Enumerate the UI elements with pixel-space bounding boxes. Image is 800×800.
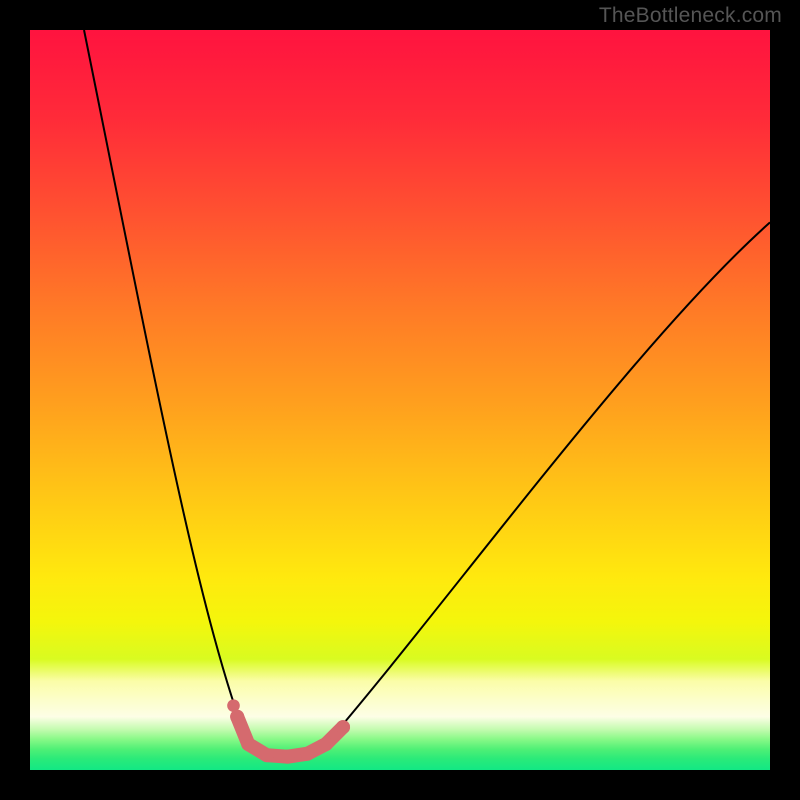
watermark-text: TheBottleneck.com bbox=[599, 4, 782, 28]
plot-area bbox=[30, 30, 770, 770]
marker-dot bbox=[260, 748, 274, 762]
marker-dot bbox=[281, 750, 295, 764]
chart-canvas bbox=[0, 0, 800, 800]
marker-dot bbox=[319, 737, 333, 751]
marker-dot bbox=[241, 737, 255, 751]
marker-dot bbox=[336, 720, 350, 734]
chart-container: TheBottleneck.com bbox=[0, 0, 800, 800]
marker-dot bbox=[230, 710, 244, 724]
marker-dot bbox=[301, 747, 315, 761]
